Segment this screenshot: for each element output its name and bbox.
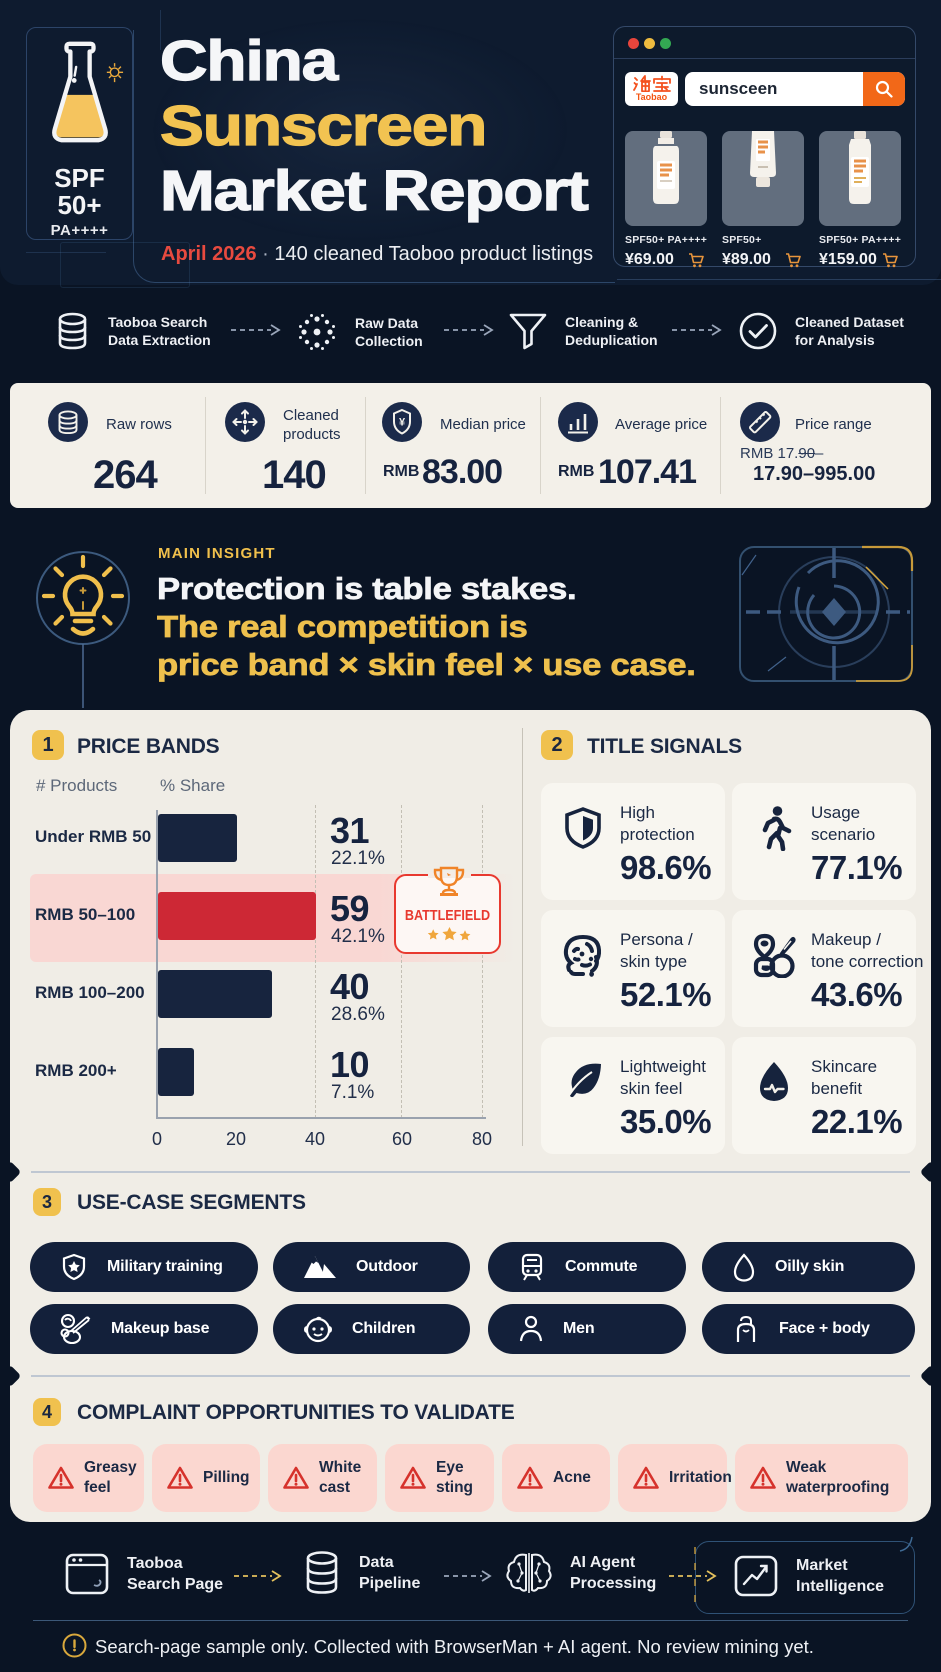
svg-text:¥: ¥	[399, 417, 406, 429]
